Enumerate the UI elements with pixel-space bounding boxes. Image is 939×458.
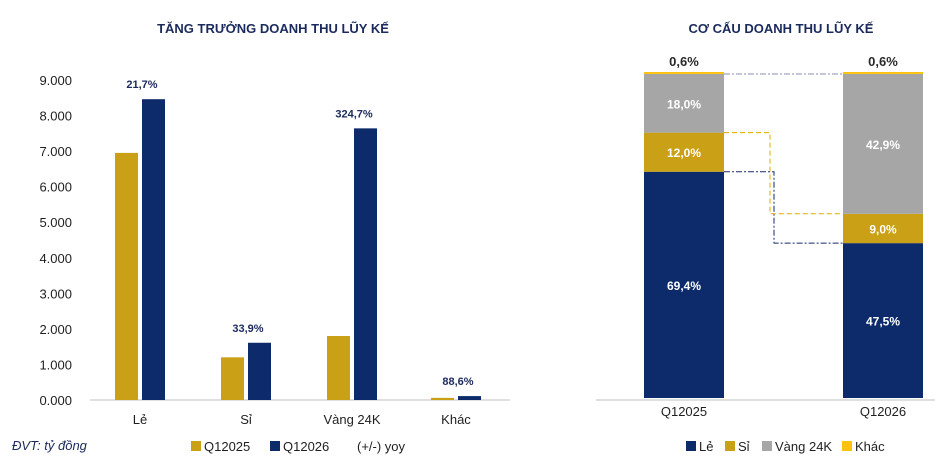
bar-q12026-1 <box>248 342 271 400</box>
right-connector-lines <box>724 73 843 244</box>
segment-label: 12,0% <box>667 146 701 160</box>
legend-swatch-q12026 <box>270 441 280 451</box>
bar-q12025-1 <box>221 357 244 400</box>
legend-swatch-q12025 <box>191 441 201 451</box>
unit-note: ĐVT: tỷ đồng <box>12 438 88 453</box>
connector-line <box>724 171 843 244</box>
segment-0-q12026 <box>843 243 923 398</box>
legend-swatch-le <box>686 441 696 451</box>
segment-1-q12025 <box>644 132 724 172</box>
right-category-labels: Q12025 Q12026 <box>661 404 906 419</box>
legend-label-vang-24k: Vàng 24K <box>775 439 832 454</box>
y-tick-label: 8.000 <box>39 109 72 124</box>
bar-q12025-2 <box>327 336 350 400</box>
growth-label: 33,9% <box>232 323 263 335</box>
legend-label-yoy: (+/-) yoy <box>357 439 406 454</box>
y-tick-label: 4.000 <box>39 251 72 266</box>
category-label: Vàng 24K <box>323 412 380 427</box>
y-tick-label: 3.000 <box>39 286 72 301</box>
bar-q12026-0 <box>142 99 165 400</box>
growth-label: 21,7% <box>126 79 157 91</box>
segment-label-top: 0,6% <box>868 54 898 69</box>
y-tick-label: 7.000 <box>39 144 72 159</box>
bar-q12026-3 <box>458 396 481 400</box>
segment-2-q12025 <box>644 73 724 133</box>
bar-q12026-2 <box>354 128 377 400</box>
right-chart-title: CƠ CẤU DOANH THU LŨY KẾ <box>689 21 874 36</box>
y-tick-label: 5.000 <box>39 215 72 230</box>
segment-label: 69,4% <box>667 279 701 293</box>
segment-label: 42,9% <box>866 138 900 152</box>
legend-label-khac: Khác <box>855 439 885 454</box>
y-tick-label: 1.000 <box>39 357 72 372</box>
left-y-axis: 0.000 1.000 2.000 3.000 4.000 5.000 6.000 7.000… <box>39 73 72 408</box>
segment-3-q12026 <box>843 72 923 74</box>
category-label: Khác <box>441 412 471 427</box>
legend-label-q12026: Q12026 <box>283 439 329 454</box>
left-chart-title: TĂNG TRƯỞNG DOANH THU LŨY KẾ <box>157 21 389 36</box>
legend-swatch-khac <box>842 441 852 451</box>
growth-label: 324,7% <box>335 108 373 120</box>
category-label: Q12026 <box>860 404 906 419</box>
bar-q12025-0 <box>115 152 138 400</box>
right-stacked-bars: 69,4% 12,0% 18,0% 0,6% 47,5% 9,0% 42,9% 0,6% <box>644 54 923 398</box>
segment-3-q12025 <box>644 72 724 74</box>
connector-line <box>724 132 843 215</box>
growth-label: 88,6% <box>442 376 473 388</box>
segment-2-q12026 <box>843 73 923 214</box>
left-bars: 21,7% 33,9% 324,7% 88,6% <box>115 79 481 400</box>
segment-1-q12026 <box>843 213 923 244</box>
category-label: Q12025 <box>661 404 707 419</box>
y-tick-label: 9.000 <box>39 73 72 88</box>
segment-label-top: 0,6% <box>669 54 699 69</box>
legend-label-si: Sỉ <box>738 439 750 454</box>
legend-label-le: Lẻ <box>699 439 713 454</box>
legend-swatch-vang-24k <box>762 441 772 451</box>
category-label: Sỉ <box>240 412 252 427</box>
segment-label: 18,0% <box>667 97 701 111</box>
legend-swatch-si <box>725 441 735 451</box>
bar-q12025-3 <box>431 397 454 400</box>
segment-0-q12025 <box>644 171 724 398</box>
segment-label: 47,5% <box>866 315 900 329</box>
y-tick-label: 2.000 <box>39 322 72 337</box>
y-tick-label: 0.000 <box>39 393 72 408</box>
segment-label: 9,0% <box>869 222 897 236</box>
left-category-labels: Lẻ Sỉ Vàng 24K Khác <box>133 412 472 427</box>
legend-label-q12025: Q12025 <box>204 439 250 454</box>
category-label: Lẻ <box>133 412 147 427</box>
y-tick-label: 6.000 <box>39 180 72 195</box>
